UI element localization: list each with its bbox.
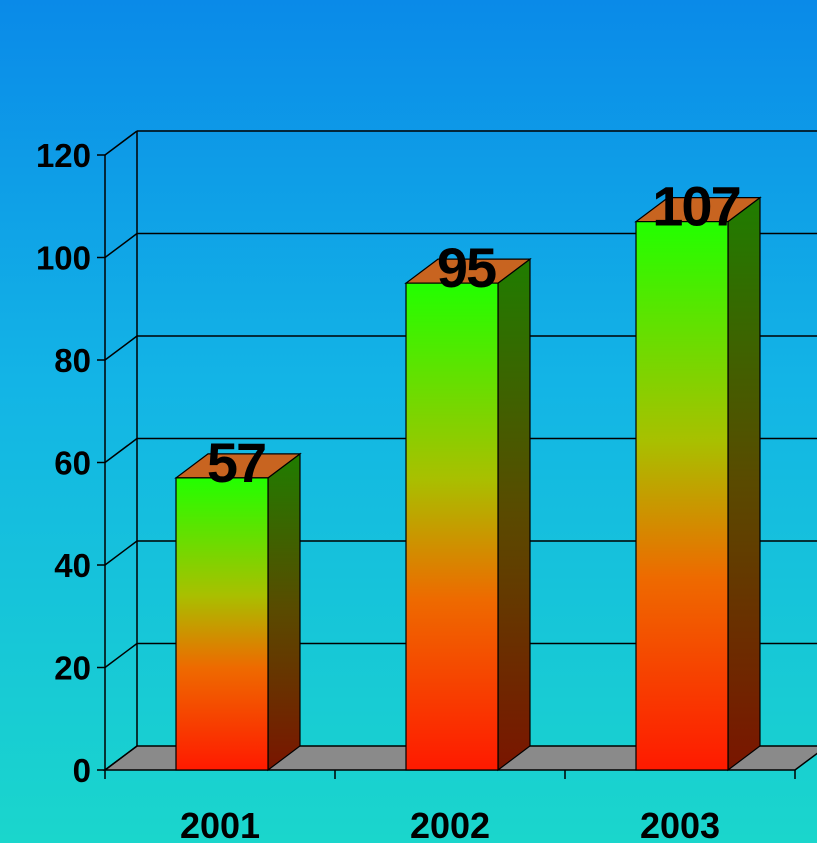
data-label: 57 bbox=[207, 431, 265, 494]
wall-gridline bbox=[104, 540, 138, 566]
y-tick-label: 60 bbox=[54, 445, 91, 482]
x-tick-label: 2001 bbox=[180, 805, 260, 843]
y-tick-label: 100 bbox=[36, 240, 91, 277]
bar-2002 bbox=[405, 282, 499, 771]
data-label: 107 bbox=[652, 175, 739, 238]
x-tick-label: 2003 bbox=[640, 805, 720, 843]
y-tick-label: 80 bbox=[54, 342, 91, 379]
y-tick-label: 0 bbox=[73, 752, 91, 789]
data-label: 95 bbox=[437, 236, 496, 299]
y-tick-label: 120 bbox=[36, 137, 91, 174]
wall-gridline bbox=[104, 642, 138, 669]
wall-gridline bbox=[104, 232, 138, 259]
labels: 57 2001 95 2002 107 2003 bbox=[180, 175, 742, 843]
bar-2001 bbox=[175, 477, 269, 771]
bars bbox=[174, 196, 762, 772]
wall-gridline bbox=[104, 130, 138, 156]
wall-gridline bbox=[104, 437, 138, 464]
bar-side bbox=[497, 257, 531, 772]
axes: 0 20 40 60 80 100 120 bbox=[36, 131, 796, 789]
y-tick-label: 20 bbox=[54, 650, 91, 687]
bar-side bbox=[267, 452, 301, 772]
bar-side bbox=[727, 196, 761, 772]
wall-gridline bbox=[104, 745, 138, 771]
y-tick-label: 40 bbox=[54, 547, 91, 584]
wall-gridline bbox=[104, 335, 138, 361]
bar-2003 bbox=[635, 221, 729, 771]
x-tick-label: 2002 bbox=[410, 805, 490, 843]
